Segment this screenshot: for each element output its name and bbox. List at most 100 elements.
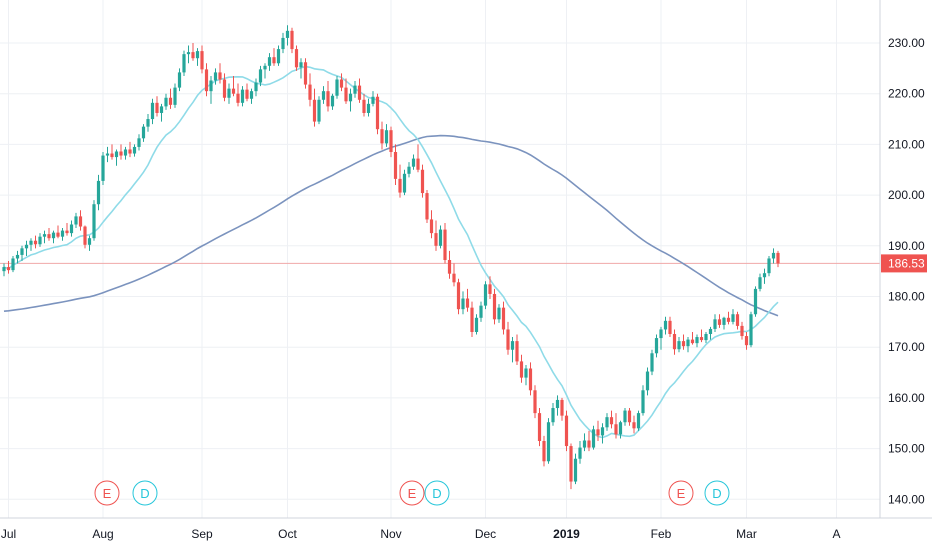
candle[interactable] <box>578 440 582 464</box>
candle[interactable] <box>42 230 47 244</box>
candle[interactable] <box>200 45 204 74</box>
candle[interactable] <box>555 395 560 416</box>
candle[interactable] <box>767 255 771 277</box>
candle[interactable] <box>231 75 236 97</box>
candle[interactable] <box>776 250 780 268</box>
candle[interactable] <box>695 334 699 348</box>
candle[interactable] <box>326 81 330 112</box>
candle[interactable] <box>96 174 101 211</box>
candle[interactable] <box>434 220 438 251</box>
candle[interactable] <box>317 96 321 125</box>
candle[interactable] <box>470 301 474 338</box>
candle[interactable] <box>209 75 213 104</box>
candle[interactable] <box>533 385 537 419</box>
candle[interactable] <box>524 364 528 386</box>
earnings-marker[interactable]: E <box>94 480 120 506</box>
candle[interactable] <box>83 225 87 249</box>
candle[interactable] <box>6 261 11 274</box>
candle[interactable] <box>159 103 164 122</box>
candle[interactable] <box>686 337 690 353</box>
candle[interactable] <box>353 81 357 98</box>
candle[interactable] <box>609 410 614 429</box>
candle[interactable] <box>722 316 726 330</box>
candle[interactable] <box>537 408 542 447</box>
candle[interactable] <box>123 146 128 160</box>
candle[interactable] <box>641 385 645 416</box>
candle[interactable] <box>749 311 753 348</box>
candle[interactable] <box>177 68 182 92</box>
candle[interactable] <box>461 291 465 315</box>
candle[interactable] <box>276 45 281 66</box>
candle[interactable] <box>38 233 42 247</box>
candle[interactable] <box>528 362 533 396</box>
candle[interactable] <box>92 200 96 241</box>
candle[interactable] <box>582 433 587 452</box>
candle[interactable] <box>344 78 348 104</box>
candle[interactable] <box>321 86 326 104</box>
candle[interactable] <box>74 212 78 229</box>
candle[interactable] <box>744 331 749 350</box>
candle[interactable] <box>155 96 159 117</box>
candle[interactable] <box>515 334 519 365</box>
candle[interactable] <box>20 245 24 262</box>
earnings-marker[interactable]: E <box>668 480 694 506</box>
candle[interactable] <box>47 228 51 241</box>
earnings-marker[interactable]: E <box>399 480 425 506</box>
candle[interactable] <box>452 263 456 287</box>
candle[interactable] <box>465 288 470 312</box>
candle[interactable] <box>308 73 312 107</box>
candle[interactable] <box>650 349 654 376</box>
candle[interactable] <box>479 301 483 322</box>
candle[interactable] <box>254 78 258 97</box>
candle[interactable] <box>645 367 650 396</box>
candle[interactable] <box>438 225 443 249</box>
candle[interactable] <box>713 314 717 332</box>
candle[interactable] <box>204 63 209 97</box>
candle[interactable] <box>218 63 222 84</box>
candle[interactable] <box>447 250 452 279</box>
candle[interactable] <box>636 410 641 431</box>
candle[interactable] <box>560 397 564 421</box>
candle[interactable] <box>546 418 551 464</box>
candle[interactable] <box>195 48 200 66</box>
candle[interactable] <box>348 88 353 112</box>
candle[interactable] <box>393 144 398 185</box>
candle[interactable] <box>15 250 20 264</box>
candle[interactable] <box>420 164 425 198</box>
candle[interactable] <box>708 326 713 340</box>
candle[interactable] <box>128 141 132 158</box>
candle[interactable] <box>168 88 173 109</box>
candle[interactable] <box>78 210 83 231</box>
candle[interactable] <box>416 144 420 173</box>
candle[interactable] <box>771 248 776 264</box>
candle[interactable] <box>236 83 240 107</box>
candle[interactable] <box>303 58 308 89</box>
candle[interactable] <box>285 25 290 46</box>
candle[interactable] <box>627 408 632 426</box>
candle[interactable] <box>429 210 434 239</box>
candle[interactable] <box>731 309 735 325</box>
candle[interactable] <box>492 288 497 325</box>
candle[interactable] <box>542 435 546 467</box>
candle[interactable] <box>483 281 488 310</box>
candle[interactable] <box>362 93 366 117</box>
dividend-marker[interactable]: D <box>704 480 730 506</box>
candle[interactable] <box>371 91 375 107</box>
candle[interactable] <box>146 113 150 132</box>
time-axis[interactable]: Jul Aug Sep Oct Nov Dec 2019 Feb Mar A <box>1 527 841 541</box>
candle[interactable] <box>173 83 177 108</box>
candle[interactable] <box>663 316 668 335</box>
candle[interactable] <box>312 88 317 127</box>
candle[interactable] <box>600 423 605 444</box>
candle[interactable] <box>29 238 33 251</box>
candle[interactable] <box>227 83 231 104</box>
candle[interactable] <box>380 121 384 150</box>
candle[interactable] <box>654 334 659 358</box>
candle[interactable] <box>425 190 429 223</box>
candle[interactable] <box>717 314 722 328</box>
candle[interactable] <box>596 420 600 441</box>
candle[interactable] <box>245 83 249 102</box>
candle[interactable] <box>384 124 389 147</box>
candle[interactable] <box>681 334 686 350</box>
candle[interactable] <box>132 144 137 157</box>
